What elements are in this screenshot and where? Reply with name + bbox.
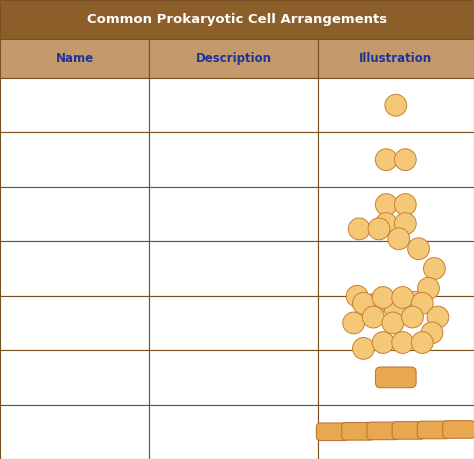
Text: Description: Description xyxy=(195,52,272,65)
Ellipse shape xyxy=(392,286,413,308)
FancyBboxPatch shape xyxy=(0,350,149,404)
Ellipse shape xyxy=(375,213,397,235)
FancyBboxPatch shape xyxy=(318,133,474,187)
Ellipse shape xyxy=(348,218,370,240)
FancyBboxPatch shape xyxy=(149,133,318,187)
Ellipse shape xyxy=(363,306,384,328)
FancyBboxPatch shape xyxy=(418,421,450,439)
Ellipse shape xyxy=(353,292,374,314)
Ellipse shape xyxy=(421,322,443,344)
FancyBboxPatch shape xyxy=(316,423,349,441)
FancyBboxPatch shape xyxy=(0,296,149,350)
FancyBboxPatch shape xyxy=(318,404,474,459)
Ellipse shape xyxy=(394,194,416,215)
FancyBboxPatch shape xyxy=(318,78,474,133)
Ellipse shape xyxy=(372,332,394,353)
Text: Name: Name xyxy=(55,52,94,65)
Ellipse shape xyxy=(388,228,410,250)
FancyBboxPatch shape xyxy=(392,422,425,439)
FancyBboxPatch shape xyxy=(0,133,149,187)
FancyBboxPatch shape xyxy=(375,367,416,388)
Ellipse shape xyxy=(368,218,390,240)
Ellipse shape xyxy=(372,286,394,308)
Text: Common Prokaryotic Cell Arrangements: Common Prokaryotic Cell Arrangements xyxy=(87,13,387,26)
FancyBboxPatch shape xyxy=(318,241,474,296)
Ellipse shape xyxy=(364,293,386,315)
Ellipse shape xyxy=(353,337,374,359)
FancyBboxPatch shape xyxy=(0,187,149,241)
Ellipse shape xyxy=(384,297,406,319)
Ellipse shape xyxy=(375,194,397,215)
Ellipse shape xyxy=(392,332,413,353)
Ellipse shape xyxy=(404,291,426,313)
FancyBboxPatch shape xyxy=(342,423,374,440)
Ellipse shape xyxy=(424,257,445,280)
FancyBboxPatch shape xyxy=(149,187,318,241)
FancyBboxPatch shape xyxy=(318,350,474,404)
FancyBboxPatch shape xyxy=(367,422,400,440)
Ellipse shape xyxy=(411,332,433,353)
FancyBboxPatch shape xyxy=(0,404,149,459)
Ellipse shape xyxy=(346,285,368,307)
Ellipse shape xyxy=(411,292,433,314)
FancyBboxPatch shape xyxy=(318,187,474,241)
FancyBboxPatch shape xyxy=(443,421,474,438)
Text: Illustration: Illustration xyxy=(359,52,432,65)
Ellipse shape xyxy=(418,277,439,299)
FancyBboxPatch shape xyxy=(149,39,318,78)
Ellipse shape xyxy=(385,95,407,116)
FancyBboxPatch shape xyxy=(149,404,318,459)
FancyBboxPatch shape xyxy=(0,39,149,78)
FancyBboxPatch shape xyxy=(0,78,149,133)
FancyBboxPatch shape xyxy=(318,39,474,78)
Ellipse shape xyxy=(408,238,429,260)
FancyBboxPatch shape xyxy=(0,0,474,39)
Ellipse shape xyxy=(343,312,365,334)
FancyBboxPatch shape xyxy=(149,350,318,404)
Ellipse shape xyxy=(375,149,397,171)
FancyBboxPatch shape xyxy=(0,241,149,296)
FancyBboxPatch shape xyxy=(149,241,318,296)
Ellipse shape xyxy=(382,312,404,334)
Ellipse shape xyxy=(427,306,449,328)
FancyBboxPatch shape xyxy=(149,296,318,350)
Ellipse shape xyxy=(394,149,416,171)
Ellipse shape xyxy=(401,306,423,328)
FancyBboxPatch shape xyxy=(318,296,474,350)
FancyBboxPatch shape xyxy=(149,78,318,133)
Ellipse shape xyxy=(394,213,416,235)
